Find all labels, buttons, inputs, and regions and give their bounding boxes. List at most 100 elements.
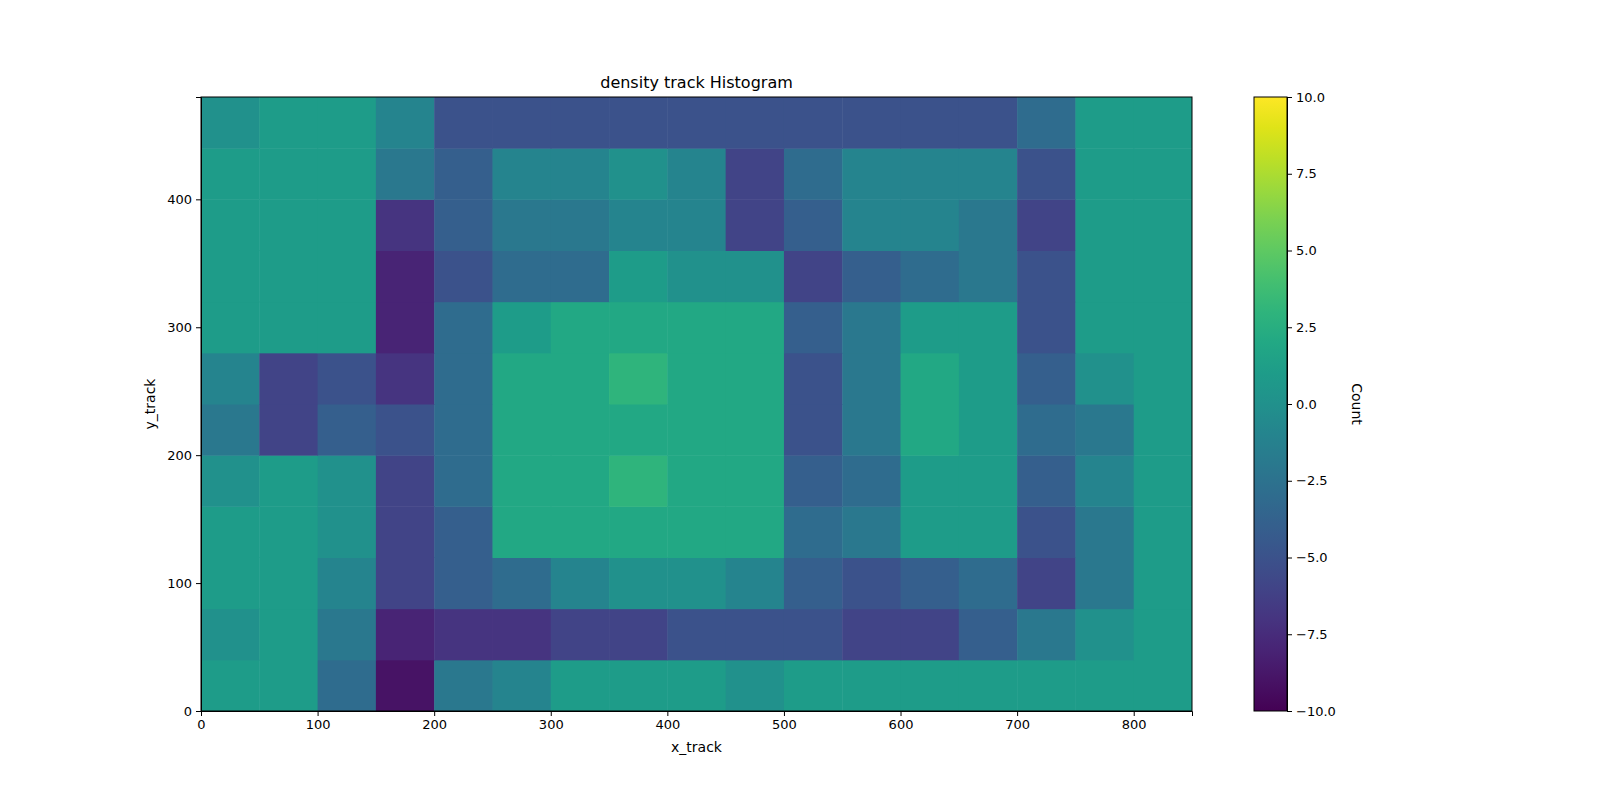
heat-cell bbox=[667, 148, 726, 200]
heat-cell bbox=[842, 404, 901, 456]
heat-cell bbox=[1017, 199, 1076, 251]
tick: 10.0 bbox=[1287, 90, 1325, 105]
heat-cell bbox=[492, 404, 551, 456]
heat-cell bbox=[959, 455, 1018, 507]
heat-cell bbox=[492, 353, 551, 405]
heat-cell bbox=[551, 302, 610, 354]
heat-cell bbox=[609, 609, 668, 661]
heat-cell bbox=[784, 302, 843, 354]
heat-cell bbox=[434, 404, 493, 456]
tick-label: 400 bbox=[655, 717, 680, 732]
heat-cell bbox=[1017, 251, 1076, 303]
heat-cell bbox=[1017, 302, 1076, 354]
heat-cell bbox=[551, 609, 610, 661]
tick: 600 bbox=[889, 711, 914, 732]
heat-cell bbox=[376, 251, 435, 303]
heat-cell bbox=[201, 353, 260, 405]
heat-cell bbox=[1017, 506, 1076, 558]
heat-cell bbox=[259, 660, 318, 711]
heat-cell bbox=[318, 302, 377, 354]
heat-cell bbox=[667, 353, 726, 405]
heat-cell bbox=[667, 251, 726, 303]
heat-cell bbox=[842, 660, 901, 711]
heat-cell bbox=[901, 302, 960, 354]
tick-label: −5.0 bbox=[1296, 550, 1328, 565]
heat-cell bbox=[726, 506, 785, 558]
tick-mark bbox=[434, 711, 435, 716]
chart: 01002003004005006007008000100200300400de… bbox=[0, 0, 1600, 800]
heat-cell bbox=[376, 609, 435, 661]
y-axis: 0100200300400 bbox=[167, 98, 201, 719]
colorbar-title: Count bbox=[1349, 383, 1365, 425]
heat-cell bbox=[259, 353, 318, 405]
heat-cell bbox=[1075, 251, 1134, 303]
heat-cell bbox=[901, 506, 960, 558]
heat-cell bbox=[201, 404, 260, 456]
tick: 500 bbox=[772, 711, 797, 732]
heat-cell bbox=[1017, 660, 1076, 711]
tick-mark bbox=[1287, 634, 1292, 635]
heat-cell bbox=[201, 251, 260, 303]
heat-cell bbox=[1134, 199, 1192, 251]
heat-cell bbox=[842, 302, 901, 354]
tick: 700 bbox=[1005, 711, 1030, 732]
heat-cell bbox=[492, 609, 551, 661]
heat-cell bbox=[551, 660, 610, 711]
heat-cell bbox=[259, 302, 318, 354]
heat-cell bbox=[551, 148, 610, 200]
heat-cell bbox=[318, 609, 377, 661]
heat-cell bbox=[201, 455, 260, 507]
heat-cell bbox=[1075, 199, 1134, 251]
tick-label: 300 bbox=[167, 320, 192, 335]
tick-label: 2.5 bbox=[1296, 320, 1317, 335]
heat-cell bbox=[901, 199, 960, 251]
heat-cell bbox=[492, 97, 551, 149]
heat-cell bbox=[784, 97, 843, 149]
heat-cell bbox=[726, 302, 785, 354]
heat-cell bbox=[901, 353, 960, 405]
heat-cell bbox=[376, 97, 435, 149]
tick-label: 0.0 bbox=[1296, 397, 1317, 412]
tick: 800 bbox=[1122, 711, 1147, 732]
heat-cell bbox=[492, 302, 551, 354]
heat-cell bbox=[492, 506, 551, 558]
heat-cell bbox=[784, 199, 843, 251]
heat-cell bbox=[434, 660, 493, 711]
heat-cell bbox=[1075, 558, 1134, 610]
axis-line bbox=[202, 712, 1193, 717]
heat-cell bbox=[667, 404, 726, 456]
tick-mark bbox=[196, 455, 201, 456]
tick: 2.5 bbox=[1287, 320, 1317, 335]
heat-cell bbox=[1017, 455, 1076, 507]
heat-cell bbox=[376, 353, 435, 405]
heat-cell bbox=[959, 148, 1018, 200]
tick: 400 bbox=[655, 711, 680, 732]
heat-cell bbox=[376, 506, 435, 558]
heat-cell bbox=[1075, 404, 1134, 456]
heat-cell bbox=[1134, 251, 1192, 303]
heat-cell bbox=[1075, 609, 1134, 661]
heat-cell bbox=[551, 251, 610, 303]
tick: −10.0 bbox=[1287, 704, 1336, 719]
heat-cell bbox=[434, 353, 493, 405]
heat-cell bbox=[259, 199, 318, 251]
heat-cell bbox=[842, 199, 901, 251]
tick-label: 400 bbox=[167, 192, 192, 207]
heat-cell bbox=[376, 455, 435, 507]
heat-cell bbox=[551, 506, 610, 558]
heat-cell bbox=[1134, 609, 1192, 661]
heat-cell bbox=[259, 148, 318, 200]
tick: −2.5 bbox=[1287, 473, 1328, 488]
heat-cell bbox=[1075, 660, 1134, 711]
heat-cell bbox=[1075, 353, 1134, 405]
heat-cell bbox=[959, 353, 1018, 405]
heat-cell bbox=[1017, 609, 1076, 661]
heat-cell bbox=[784, 148, 843, 200]
heat-cell bbox=[901, 148, 960, 200]
tick-label: 0 bbox=[184, 704, 192, 719]
heat-cell bbox=[434, 97, 493, 149]
heat-cell bbox=[1075, 506, 1134, 558]
tick-label: 600 bbox=[889, 717, 914, 732]
heat-cell bbox=[434, 455, 493, 507]
tick-label: 7.5 bbox=[1296, 166, 1317, 181]
